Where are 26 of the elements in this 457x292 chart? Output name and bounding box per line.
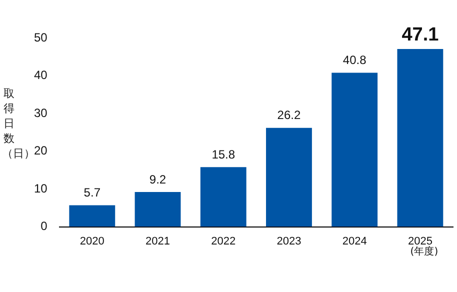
bar: [332, 72, 378, 227]
y-tick-label: 20: [34, 144, 48, 158]
y-tick-label: 30: [34, 106, 48, 120]
x-tick-label: 2021: [146, 235, 170, 248]
data-label: 47.1: [402, 24, 440, 46]
y-tick-label: 0: [40, 219, 48, 234]
y-tick-label: 10: [34, 181, 48, 196]
y-axis-title: 取得日数（日）: [2, 86, 35, 161]
data-label: 9.2: [149, 172, 166, 186]
x-tick-label: 2020: [80, 235, 104, 248]
bar: [266, 128, 312, 227]
y-tick-label: 50: [34, 30, 48, 44]
bar: [134, 192, 181, 227]
data-label: 40.8: [342, 53, 367, 68]
x-tick-label: 2024: [342, 235, 367, 248]
text: (年度): [410, 245, 438, 258]
x-tick-label: 2022: [211, 235, 236, 248]
x-tick-label: 2025: [408, 235, 432, 248]
bar: [69, 205, 116, 227]
x-tick-label: 2023: [276, 235, 302, 248]
data-label: 15.8: [212, 147, 236, 162]
data-label: 5.7: [84, 186, 101, 200]
data-label: 26.2: [277, 108, 301, 122]
bar: [200, 167, 246, 227]
y-tick-label: 40: [34, 68, 48, 82]
bar: [397, 48, 444, 227]
